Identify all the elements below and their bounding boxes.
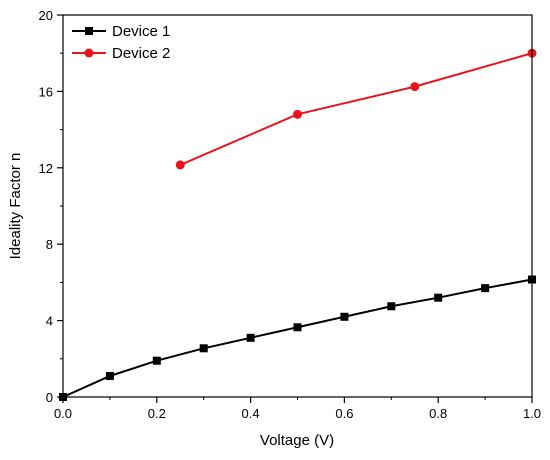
y-tick-label: 0 <box>46 390 53 405</box>
data-point-device-1 <box>105 371 114 380</box>
data-point-device-1 <box>152 356 161 365</box>
x-axis: 0.0 0.2 0.4 0.6 0.8 1.0 <box>54 397 541 421</box>
data-point-device-2 <box>293 109 302 119</box>
x-tick-label: 1.0 <box>523 406 541 421</box>
y-axis: 0 4 8 12 16 20 <box>39 8 63 405</box>
y-tick-label: 8 <box>46 237 53 252</box>
data-point-device-1 <box>293 323 302 332</box>
data-point-device-1 <box>246 333 255 342</box>
legend-marker-device-2 <box>84 48 94 58</box>
data-point-device-1 <box>199 344 208 353</box>
plot-area <box>59 48 537 401</box>
legend-marker-device-1 <box>85 27 93 35</box>
x-tick-label: 0.6 <box>335 406 353 421</box>
y-tick-label: 4 <box>46 314 53 329</box>
legend-label-device-2: Device 2 <box>112 45 170 62</box>
x-tick-label: 0.4 <box>242 406 260 421</box>
y-tick-label: 20 <box>39 8 53 23</box>
data-point-device-1 <box>340 312 349 321</box>
y-tick-label: 12 <box>39 161 53 176</box>
x-tick-label: 0.2 <box>148 406 166 421</box>
y-axis-label: Ideality Factor n <box>7 153 24 260</box>
data-point-device-1 <box>434 293 443 302</box>
data-point-device-1 <box>481 284 490 293</box>
data-point-device-2 <box>410 82 420 92</box>
data-point-device-1 <box>387 302 396 311</box>
legend-label-device-1: Device 1 <box>112 23 170 40</box>
series-line-device-2 <box>179 52 533 166</box>
x-tick-label: 0.8 <box>429 406 447 421</box>
data-point-device-2 <box>175 160 185 170</box>
x-axis-label: Voltage (V) <box>260 432 334 449</box>
y-tick-label: 16 <box>39 84 53 99</box>
legend: Device 1 Device 2 <box>72 23 170 62</box>
series-line-device-1 <box>62 278 533 398</box>
x-tick-label: 0.0 <box>54 406 72 421</box>
